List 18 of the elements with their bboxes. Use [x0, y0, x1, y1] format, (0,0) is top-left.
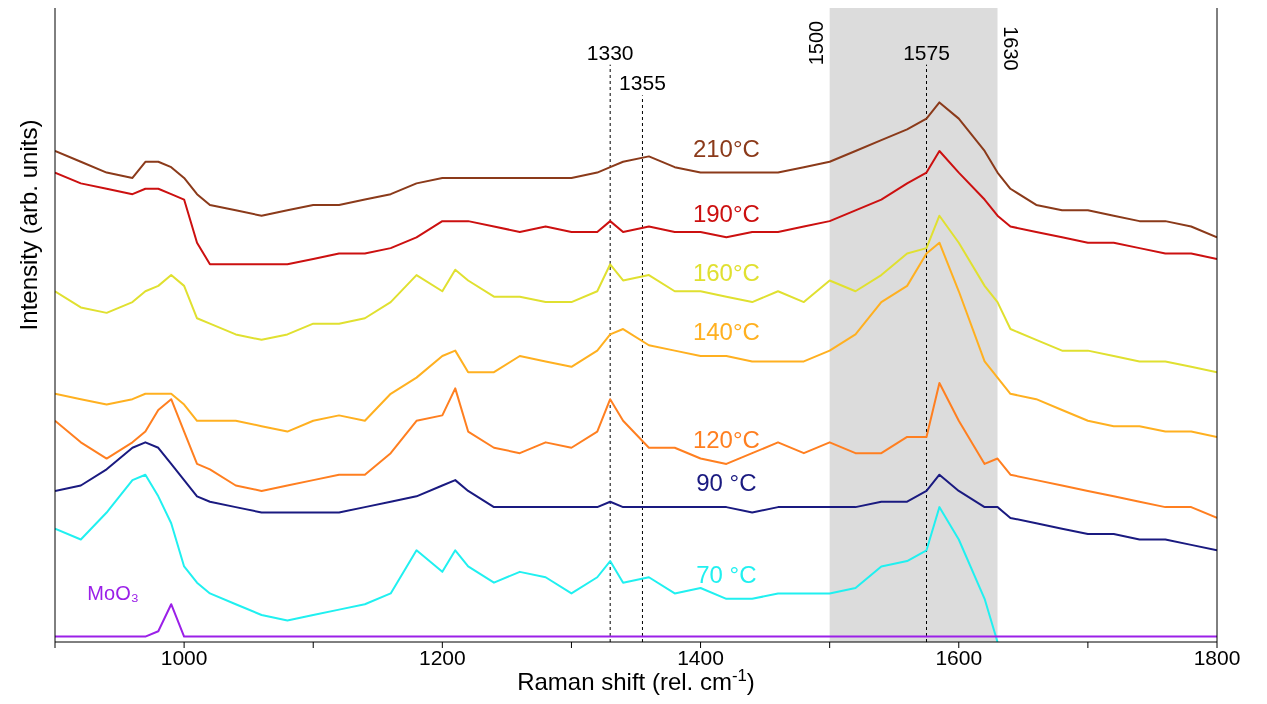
ref-line-label: 1330 [586, 40, 634, 64]
ref-line-label: 1355 [619, 71, 666, 95]
annotation: 1500 [804, 20, 827, 66]
series-label: 70 °C [696, 561, 757, 589]
series-label: 160°C [692, 259, 760, 287]
annotation: 1630 [1000, 26, 1023, 71]
series-label: 140°C [692, 318, 760, 346]
ref-line-label: 1575 [903, 40, 950, 64]
x-tick-label: 1000 [160, 645, 208, 669]
x-tick-label: 1800 [1193, 645, 1241, 669]
series-label: MoO₃ [87, 581, 139, 604]
series-label: 90 °C [696, 469, 757, 497]
x-tick-label: 1200 [418, 645, 466, 669]
series-label: 210°C [692, 134, 760, 162]
series-label: 120°C [692, 426, 760, 454]
x-tick-label: 1600 [935, 645, 983, 669]
y-axis-title: Intensity (arb. units) [15, 119, 43, 331]
series-label: 190°C [692, 199, 760, 227]
